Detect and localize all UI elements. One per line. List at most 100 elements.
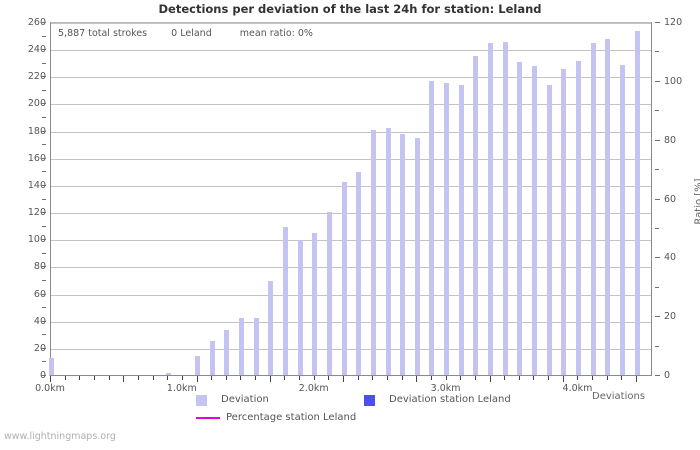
bar (385, 127, 391, 376)
bar (561, 69, 567, 376)
bar (282, 226, 288, 376)
x-axis-tick-label: 3.0km (430, 383, 461, 394)
gridline (51, 50, 651, 52)
bar (444, 82, 450, 376)
bar (195, 355, 200, 376)
bar (590, 43, 596, 376)
bar (488, 43, 494, 376)
x-axis-minor-tick (504, 376, 506, 380)
y-axis-minor-tick (42, 361, 46, 363)
y-axis-minor-tick (42, 334, 46, 336)
x-axis-minor-tick (181, 376, 183, 380)
y-axis-tick (41, 22, 46, 23)
y-axis-title: Count (0, 187, 1, 217)
bar (605, 39, 611, 376)
y2-axis-tick (655, 22, 660, 23)
y2-axis-tick-label: 120 (664, 17, 683, 28)
bar (619, 65, 625, 376)
y2-axis-tick-label: 0 (664, 370, 671, 381)
y-axis-tick (41, 49, 46, 51)
watermark: www.lightningmaps.org (4, 431, 116, 442)
x-axis-minor-tick (255, 376, 257, 380)
y-axis-tick-label: 140 (27, 179, 46, 191)
legend-line-marker (196, 417, 220, 419)
bar (268, 280, 274, 376)
annotation-mean-ratio: mean ratio: 0% (239, 28, 313, 39)
bar (502, 42, 508, 376)
y-axis-tick-label: 160 (27, 152, 46, 164)
x-axis-minor-tick (577, 376, 579, 380)
x-axis-tick (562, 376, 564, 382)
y-axis-left: 0 20 40 60 80 100 120 140 160 180 200 220 240 260 (0, 0, 46, 450)
y-axis-minor-tick (42, 144, 46, 146)
y-axis-tick-label: 80 (33, 261, 46, 273)
y-axis-minor-tick (42, 117, 46, 119)
bar (297, 240, 303, 376)
bar (517, 62, 523, 376)
y2-axis-title: Ratio [%] (693, 178, 700, 225)
y-axis-tick-label: 60 (33, 288, 46, 300)
x-axis-minor-tick (108, 376, 110, 380)
y2-axis-minor-tick (655, 345, 659, 347)
x-axis-minor-tick (167, 376, 169, 380)
gridline (51, 23, 651, 24)
legend-row: Deviation Deviation station Leland (0, 392, 700, 408)
y-axis-tick-label: 240 (27, 44, 46, 56)
bar (575, 61, 581, 376)
y-axis-tick (41, 347, 46, 349)
bar (48, 358, 54, 376)
x-axis-minor-tick (79, 376, 81, 380)
x-axis-minor-tick (474, 376, 476, 380)
x-axis-minor-tick (592, 376, 594, 380)
x-axis-line (50, 375, 651, 376)
legend: Deviation Deviation station Leland Percent… (0, 392, 700, 432)
y2-axis-tick (655, 139, 660, 141)
x-axis-tick (269, 376, 271, 382)
x-axis-minor-tick (152, 376, 154, 380)
bar (312, 233, 318, 376)
x-axis-title: Deviations (592, 391, 646, 402)
legend-label: Percentage station Leland (226, 412, 357, 423)
y-axis-tick-label: 180 (27, 125, 46, 137)
y2-axis-tick (655, 80, 660, 82)
y-axis-minor-tick (42, 225, 46, 227)
x-axis-minor-tick (445, 376, 447, 380)
y2-axis-minor-tick (655, 110, 659, 112)
y-axis-minor-tick (42, 35, 46, 37)
x-axis-minor-tick (401, 376, 403, 380)
y2-axis-tick-label: 60 (664, 193, 677, 205)
y-axis-tick (41, 320, 46, 322)
x-axis-tick (489, 376, 491, 382)
y2-axis-minor-tick (655, 286, 659, 288)
x-axis-minor-tick (64, 376, 66, 380)
y-axis-right: 0 20 40 60 80 100 120 (655, 0, 700, 450)
y-axis-tick (41, 103, 46, 105)
y-axis-minor-tick (42, 252, 46, 254)
y-axis-tick (41, 130, 46, 132)
x-axis-tick-label: 0.0km (35, 383, 65, 394)
x-axis-minor-tick (137, 376, 139, 380)
y2-axis-minor-tick (655, 169, 659, 171)
y-axis-tick (41, 375, 46, 376)
y-axis-minor-tick (42, 171, 46, 173)
bar (238, 317, 244, 376)
x-axis-tick-label: 1.0km (166, 383, 197, 394)
legend-row: Percentage station Leland (0, 410, 700, 426)
y2-axis-tick (655, 316, 660, 318)
y2-axis-tick (655, 257, 660, 259)
y-axis-tick-label: 100 (27, 234, 46, 246)
y2-axis-tick (655, 375, 660, 376)
x-axis-tick (123, 376, 125, 382)
y-axis-tick-label: 200 (27, 98, 46, 110)
y2-axis-tick (655, 198, 660, 200)
x-axis-minor-tick (240, 376, 242, 380)
x-axis-tick-label: 4.0km (562, 383, 593, 394)
y-axis-minor-tick (42, 89, 46, 91)
bar (546, 85, 552, 376)
y-axis-tick-label: 120 (27, 207, 46, 219)
bar (341, 181, 347, 376)
x-axis-minor-tick (621, 376, 623, 380)
legend-label: Deviation station Leland (389, 394, 511, 405)
y2-axis-tick-label: 100 (664, 75, 683, 87)
